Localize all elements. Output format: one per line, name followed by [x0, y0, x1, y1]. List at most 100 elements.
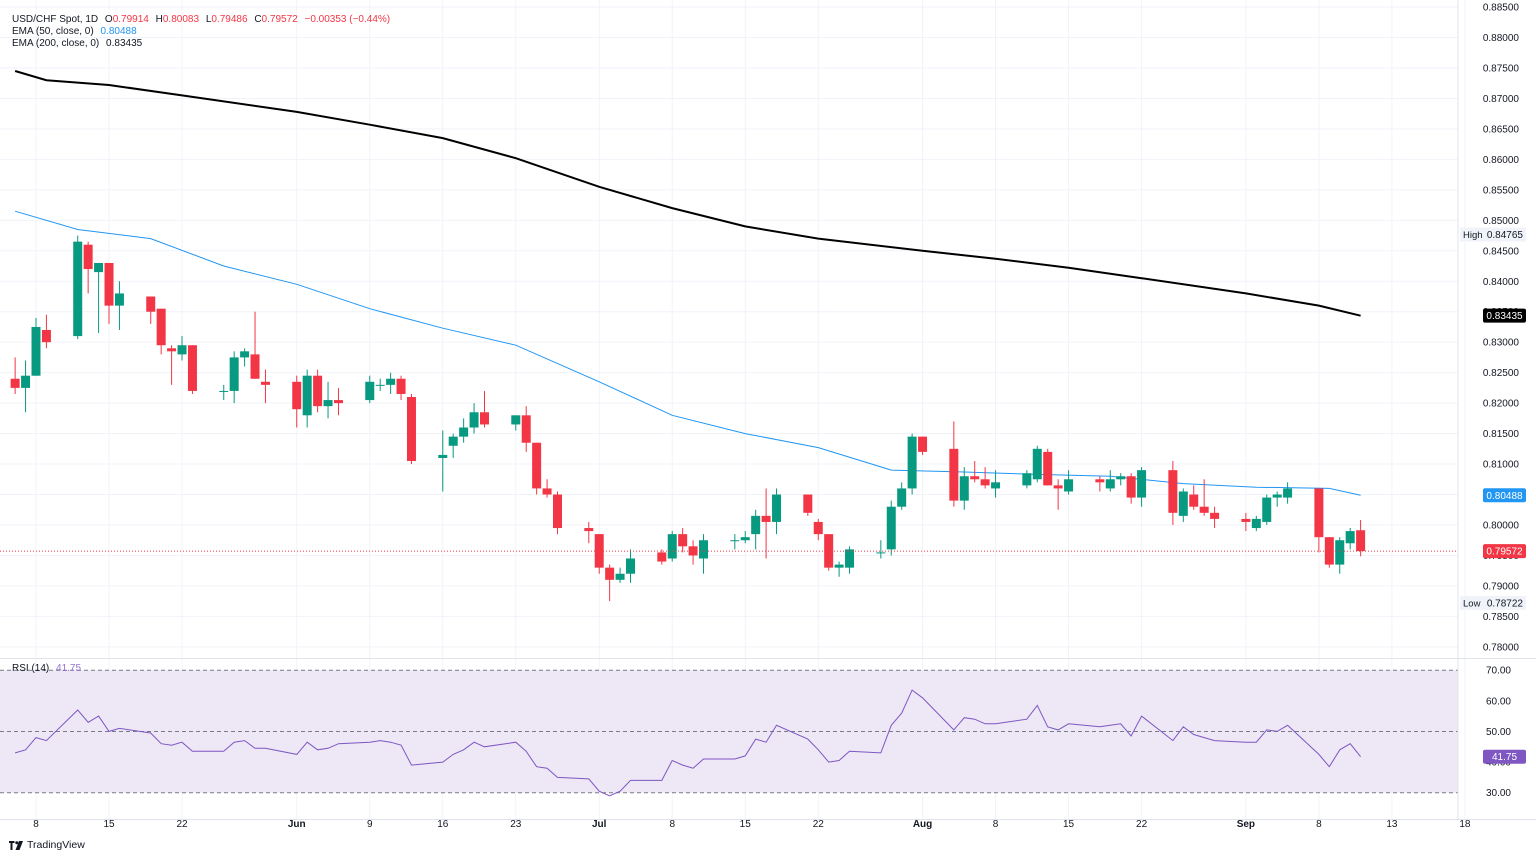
- candle: [1043, 448, 1053, 486]
- ema200-value: 0.83435: [106, 38, 143, 49]
- candle-body: [167, 348, 177, 352]
- candle: [699, 534, 709, 574]
- time-tick-label: 15: [1063, 819, 1075, 830]
- ema200-label: EMA (200, close, 0): [12, 38, 100, 49]
- candle: [542, 479, 552, 498]
- candle-body: [991, 482, 1001, 489]
- candle-body: [594, 534, 604, 568]
- price-tick-label: 0.79000: [1483, 581, 1520, 592]
- legend-rsi-row[interactable]: RSI (14) 41.75: [12, 663, 85, 675]
- candles: [0, 235, 1458, 602]
- candle-body: [772, 494, 782, 522]
- candle: [260, 369, 270, 404]
- candle-body: [1199, 506, 1209, 513]
- candle-body: [907, 436, 917, 489]
- candle: [991, 470, 1001, 498]
- candle: [897, 482, 907, 510]
- candle-body: [83, 244, 93, 270]
- candle-body: [187, 345, 197, 391]
- candle-body: [114, 293, 124, 306]
- candle-body: [479, 412, 489, 425]
- candle: [1335, 537, 1345, 574]
- ema50-line: [14, 210, 1361, 496]
- candle: [521, 406, 531, 452]
- candle-body: [511, 415, 521, 425]
- time-tick-label: 23: [510, 819, 522, 830]
- ema50-badge-bg: [1483, 488, 1526, 503]
- candle: [302, 369, 312, 428]
- candle-body: [584, 528, 594, 532]
- candle-body: [886, 506, 896, 550]
- candle: [146, 296, 156, 324]
- candle-body: [542, 488, 552, 495]
- candle: [1126, 473, 1136, 504]
- candle: [1032, 445, 1042, 483]
- close-label: C: [254, 14, 262, 25]
- candle: [1168, 461, 1178, 525]
- candle-body: [146, 296, 156, 312]
- candle-body: [260, 381, 270, 385]
- time-tick-label: 8: [1316, 819, 1322, 830]
- candle-body: [323, 400, 333, 407]
- low-marker-bg: [1460, 595, 1526, 610]
- candle-body: [803, 494, 813, 513]
- price-tick-label: 0.87000: [1483, 94, 1520, 105]
- candle-body: [657, 552, 667, 562]
- candle-body: [94, 262, 104, 273]
- last-price-badge: 0.79572: [1486, 547, 1523, 558]
- legend-symbol-row: USD/CHF Spot, 1D O0.79914 H0.80083 L0.79…: [12, 14, 394, 26]
- rsi-label: RSI (14): [12, 663, 50, 674]
- high-marker-bg: [1460, 227, 1526, 242]
- tradingview-brand[interactable]: TradingView: [9, 839, 85, 851]
- price-tick-label: 0.87500: [1483, 63, 1520, 74]
- candle-body: [1314, 488, 1324, 538]
- candle-body: [1053, 485, 1063, 489]
- candle: [365, 375, 375, 404]
- candle: [740, 531, 750, 544]
- price-tick-label: 0.85000: [1483, 216, 1520, 227]
- candle: [41, 314, 51, 349]
- candle: [219, 384, 229, 401]
- price-badges: 0.83435 0.80488 0.79572 41.75 High 0.84765 Low…: [1460, 227, 1526, 764]
- candle-body: [1105, 479, 1115, 489]
- candle: [31, 317, 41, 376]
- ema50-badge: 0.80488: [1486, 491, 1523, 502]
- time-tick-label: 15: [103, 819, 115, 830]
- open-label: O: [104, 14, 113, 25]
- candle-body: [1283, 488, 1293, 498]
- candle: [1189, 485, 1199, 510]
- candle: [918, 436, 928, 455]
- candle-body: [761, 515, 771, 522]
- rsi-tick-label: 30.00: [1486, 788, 1511, 799]
- candle-body: [532, 442, 542, 489]
- candle: [772, 488, 782, 535]
- time-tick-label: 22: [176, 819, 188, 830]
- ohlc-low: L0.79486: [206, 14, 248, 25]
- candle-body: [1095, 479, 1105, 483]
- candle-body: [250, 354, 260, 379]
- high-marker-label: High: [1463, 230, 1483, 241]
- legend-ema200-row[interactable]: EMA (200, close, 0) 0.83435: [12, 38, 146, 50]
- candle: [834, 561, 844, 577]
- candle: [21, 360, 31, 413]
- high-marker-value: 0.84765: [1487, 230, 1524, 241]
- price-tick-label: 0.80000: [1483, 520, 1520, 531]
- candle-body: [970, 476, 980, 480]
- time-tick-label: 22: [813, 819, 825, 830]
- candle-body: [1272, 494, 1282, 498]
- price-tick-label: 0.86000: [1483, 155, 1520, 166]
- candle-body: [1189, 494, 1199, 507]
- candle: [469, 403, 479, 434]
- legend-ema50-row[interactable]: EMA (50, close, 0) 0.80488: [12, 26, 141, 38]
- candle: [1105, 470, 1115, 492]
- candle-body: [73, 241, 83, 337]
- time-tick-label: Jul: [592, 819, 607, 830]
- low-value: 0.79486: [211, 14, 248, 25]
- candle-body: [553, 494, 562, 529]
- candle-body: [1022, 473, 1032, 486]
- candle: [94, 262, 104, 334]
- rsi-tick-label: 70.00: [1486, 666, 1511, 677]
- time-tick-label: 15: [740, 819, 752, 830]
- candle-body: [469, 412, 479, 428]
